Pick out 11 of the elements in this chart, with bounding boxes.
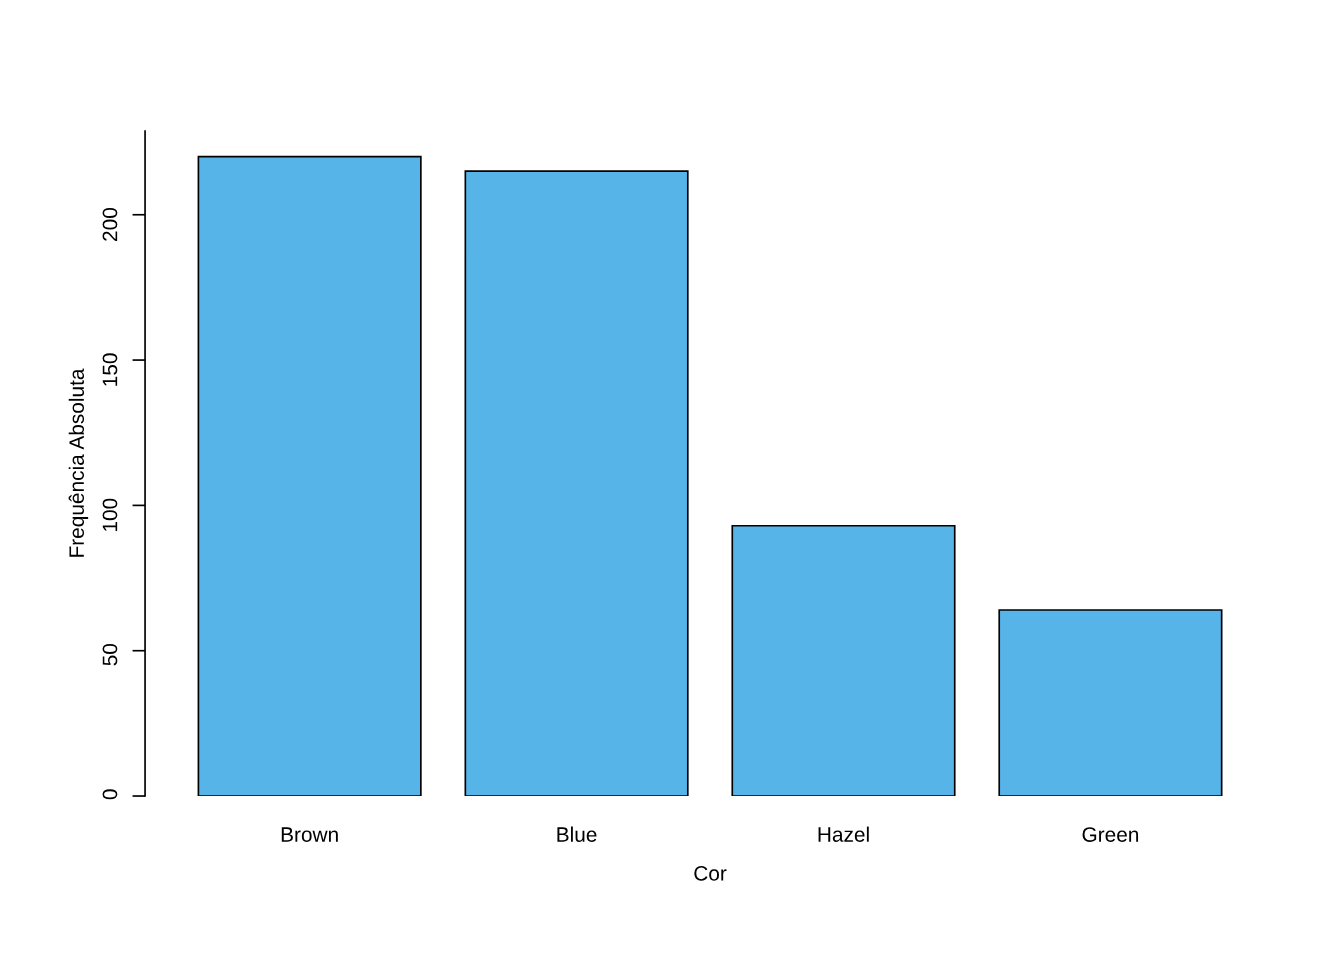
y-tick-label: 200 (102, 208, 118, 241)
x-tick-label: Green (1082, 827, 1139, 842)
x-tick-label: Blue (557, 826, 597, 842)
x-tick-label: Brown (281, 827, 338, 842)
y-tick-label: 150 (102, 353, 118, 386)
x-axis-title: Cor (694, 866, 727, 881)
x-tick-label: Hazel (818, 826, 869, 842)
y-tick-label: 100 (102, 498, 118, 532)
y-tick-label: 0 (102, 789, 118, 800)
y-axis-title: Frequência Absoluta (68, 368, 89, 557)
y-tick-label: 50 (102, 643, 118, 666)
